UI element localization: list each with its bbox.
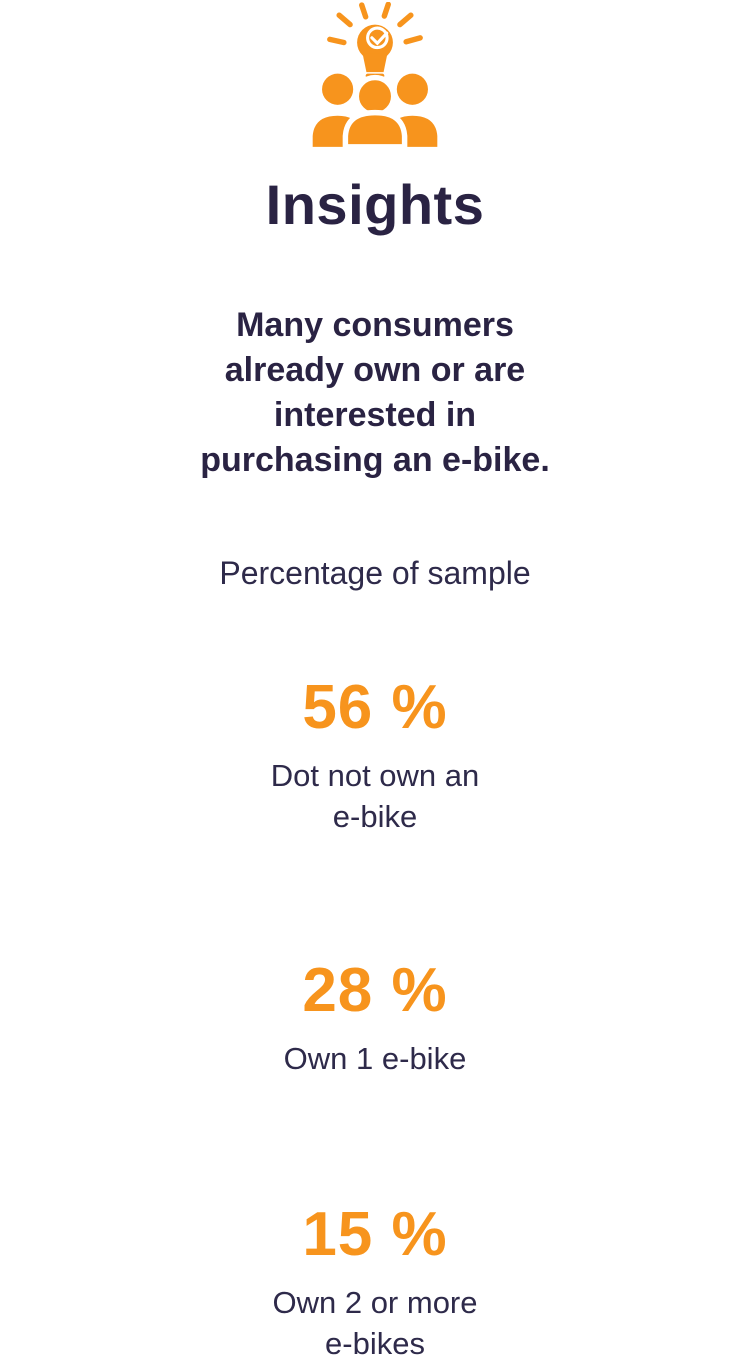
- subtitle: Percentage of sample: [219, 555, 531, 591]
- stat-value: 15 %: [302, 1200, 448, 1269]
- stat-value: 28 %: [302, 956, 448, 1025]
- stat-label: Own 1 e-bike: [283, 1041, 467, 1076]
- stat-label: Own 2 or more e-bikes: [272, 1285, 478, 1361]
- page-title: Insights: [265, 173, 485, 236]
- stat-label: Dot not own an e-bike: [270, 758, 480, 834]
- stat-block: 28 % Own 1 e-bike: [284, 955, 467, 1079]
- headline-statement: Many consumers already own or are intere…: [200, 306, 550, 479]
- stat-block: 15 % Own 2 or more e-bikes: [272, 1199, 477, 1364]
- stat-block: 56 % Dot not own an e-bike: [271, 672, 480, 837]
- people-group-with-lightbulb-check-icon: [295, 2, 455, 150]
- stat-value: 56 %: [302, 673, 448, 742]
